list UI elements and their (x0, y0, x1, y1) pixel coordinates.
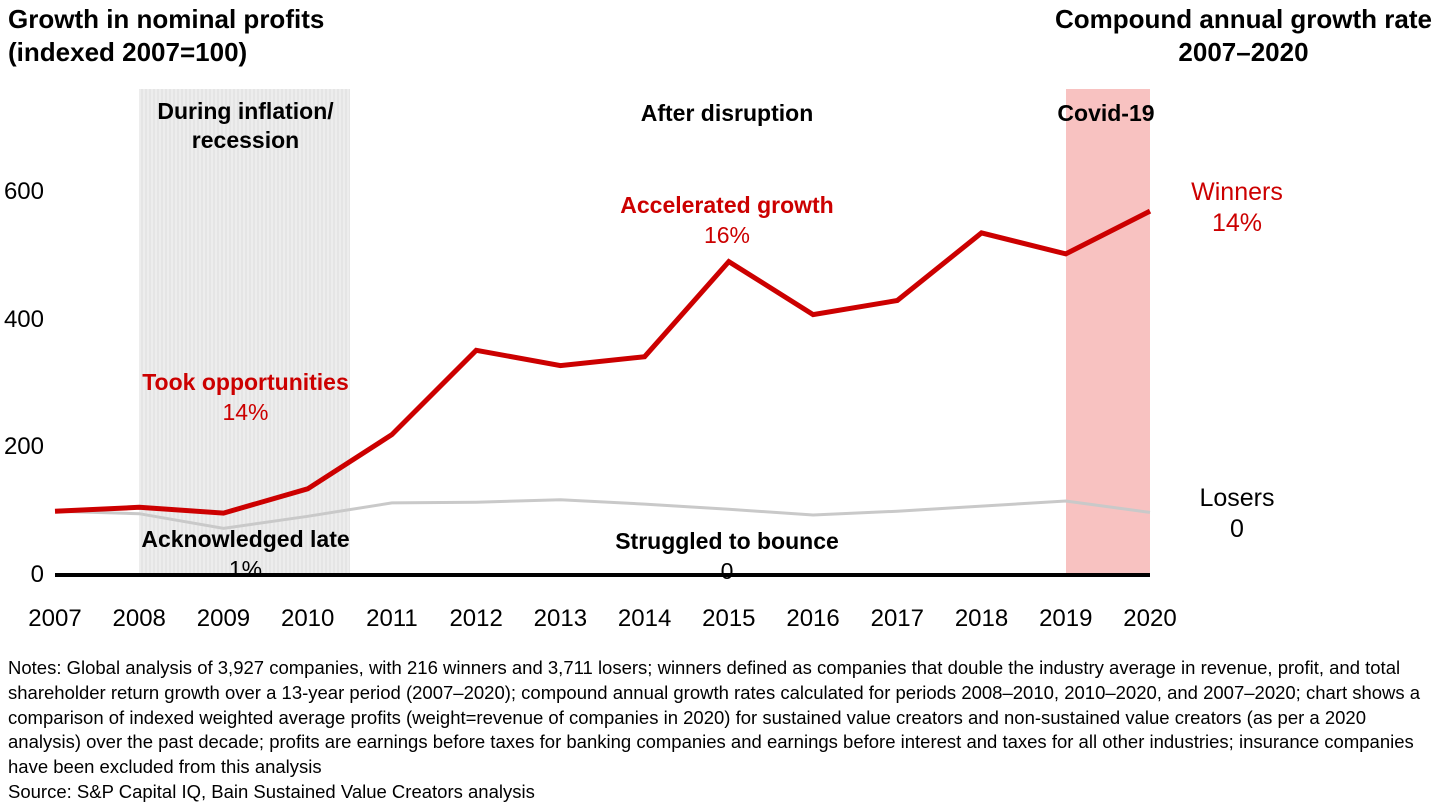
annotation-took-opportunities: Took opportunities 14% (139, 367, 352, 427)
annotation-value: 16% (703, 222, 751, 248)
x-tick-2009: 2009 (196, 605, 251, 632)
annotation-label: Accelerated growth (620, 192, 834, 218)
x-tick-2007: 2007 (28, 605, 82, 632)
series-label-losers: Losers 0 (1158, 483, 1316, 545)
y-tick-0: 0 (30, 561, 44, 588)
losers-line (54, 498, 1151, 530)
x-tick-2015: 2015 (702, 605, 756, 632)
phase-label-covid-19: Covid-19 (1057, 100, 1155, 126)
annotation-struggled-to-bounce: Struggled to bounce 0 (567, 526, 887, 586)
chart-title-left: Growth in nominal profits (indexed 2007=… (8, 4, 325, 67)
series-label-winners: Winners 14% (1158, 177, 1316, 239)
annotation-value: 14% (222, 399, 269, 425)
annotation-value: 1% (228, 556, 263, 582)
x-tick-2019: 2019 (1039, 605, 1093, 632)
profit-line-chart (54, 208, 1152, 577)
y-tick-600: 600 (3, 178, 44, 205)
annotation-label: Took opportunities (142, 369, 349, 395)
phase-label-after-disruption: After disruption (640, 100, 814, 126)
winners-line (54, 208, 1152, 516)
x-tick-2008: 2008 (112, 605, 166, 632)
source-text: Source: S&P Capital IQ, Bain Sustained V… (8, 780, 535, 802)
x-tick-2012: 2012 (449, 605, 503, 632)
series-name: Winners (1191, 178, 1283, 206)
x-tick-2011: 2011 (366, 605, 418, 632)
chart-title-right: Compound annual growth rate 2007–2020 (1055, 4, 1432, 67)
annotation-accelerated-growth: Accelerated growth 16% (567, 190, 887, 250)
notes-text: Notes: Global analysis of 3,927 companie… (8, 657, 1421, 778)
y-tick-200: 200 (3, 433, 44, 461)
series-name: Losers (1199, 484, 1275, 512)
covid-band (1065, 89, 1150, 575)
annotation-label: Acknowledged late (141, 526, 350, 552)
series-cagr: 0 (1230, 515, 1244, 543)
x-tick-2010: 2010 (280, 605, 335, 632)
y-tick-400: 400 (3, 305, 44, 333)
phase-label-inflation-recession: During inflation/ recession (157, 98, 334, 153)
recession-band (139, 89, 350, 575)
annotation-label: Struggled to bounce (615, 528, 839, 554)
series-cagr: 14% (1211, 209, 1263, 237)
x-tick-2016: 2016 (786, 605, 840, 632)
x-tick-2013: 2013 (533, 605, 588, 632)
x-tick-2017: 2017 (870, 605, 924, 632)
annotation-acknowledged-late: Acknowledged late 1% (139, 524, 352, 584)
footnotes: Notes: Global analysis of 3,927 companie… (8, 656, 1436, 805)
x-tick-2014: 2014 (617, 605, 672, 632)
x-tick-2018: 2018 (954, 605, 1009, 632)
annotation-value: 0 (720, 558, 734, 584)
x-tick-2020: 2020 (1123, 605, 1177, 632)
